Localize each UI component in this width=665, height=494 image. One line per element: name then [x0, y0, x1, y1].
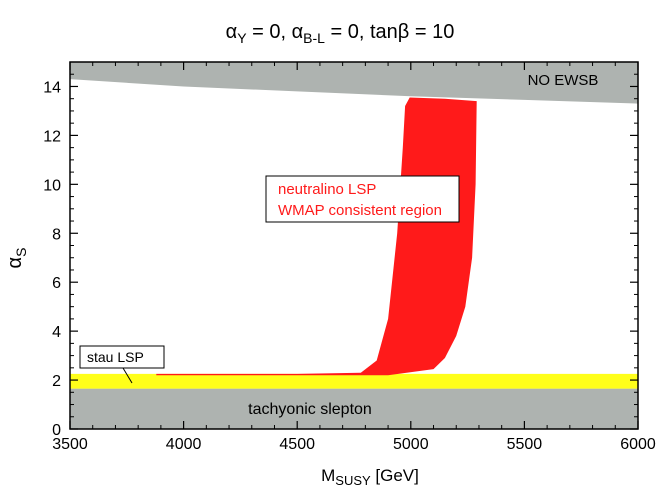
x-tick-label: 4000: [166, 436, 202, 453]
x-axis-title: MSUSY [GeV]: [321, 466, 419, 488]
x-tick-label: 6000: [620, 436, 656, 453]
wmap-annotation: neutralino LSP WMAP consistent region: [265, 175, 460, 223]
y-tick-label: 0: [52, 422, 61, 439]
wmap-region: [156, 97, 477, 376]
tachyonic-slepton-label: tachyonic slepton: [248, 401, 372, 418]
y-tick-label: 12: [43, 128, 61, 145]
x-tick-label: 3500: [52, 436, 88, 453]
stau-lsp-region: [70, 373, 638, 389]
y-tick-label: 8: [52, 226, 61, 243]
wmap-annotation-line2: WMAP consistent region: [278, 202, 442, 219]
y-tick-label: 14: [43, 79, 61, 96]
y-tick-label: 6: [52, 275, 61, 292]
x-tick-label: 5000: [393, 436, 429, 453]
wmap-annotation-box: [265, 175, 460, 223]
no-ewsb-label: NO EWSB: [528, 72, 599, 89]
stau-annotation-box: [79, 345, 165, 369]
no-ewsb-region: [70, 62, 638, 104]
wmap-annotation-line1: neutralino LSP: [278, 181, 376, 198]
regions-layer: [70, 62, 638, 429]
x-tick-label: 4500: [279, 436, 315, 453]
stau-annotation-pointer: [122, 367, 133, 384]
axes-layer: 3500 4000 4500 5000 5500 6000 0 2 4 6 8 10 12 14: [43, 61, 656, 453]
x-tick-label: 5500: [507, 436, 543, 453]
tachyonic-slepton-region: [70, 388, 638, 429]
y-tick-label: 10: [43, 177, 61, 194]
y-tick-label: 2: [52, 373, 61, 390]
chart-title: αY = 0, αB-L = 0, tanβ = 10: [226, 21, 455, 46]
stau-annotation-text: stau LSP: [87, 349, 144, 365]
y-tick-label: 4: [52, 324, 61, 341]
stau-annotation: stau LSP: [79, 345, 165, 384]
y-axis-title: αS: [4, 248, 29, 269]
